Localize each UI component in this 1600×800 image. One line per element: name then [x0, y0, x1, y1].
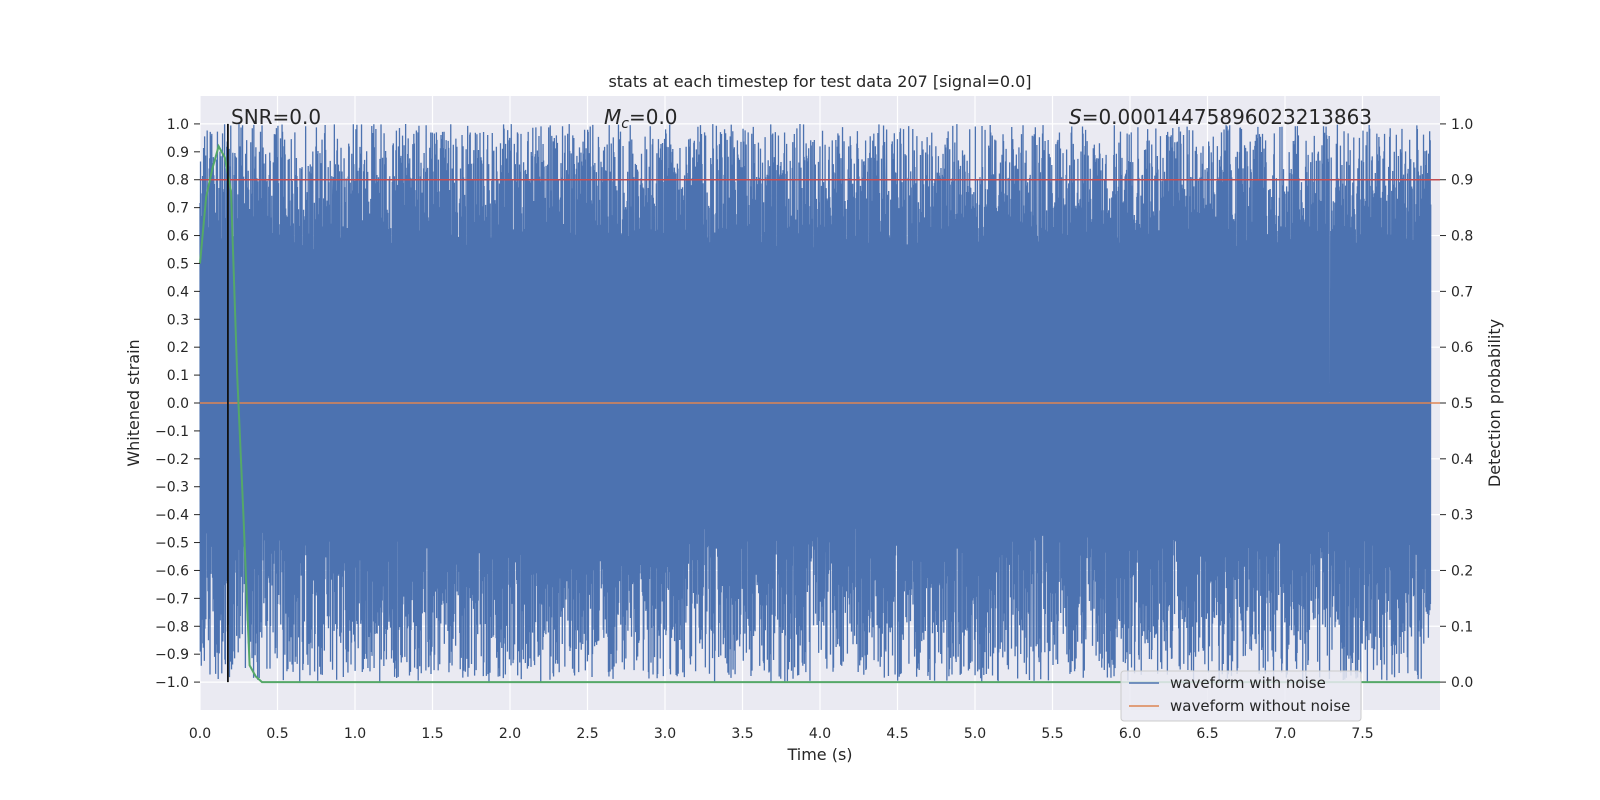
- y-left-tick-label: 0.2: [167, 340, 189, 356]
- s-symbol: S: [1069, 105, 1082, 129]
- y-left-tick-label: −0.2: [155, 452, 189, 468]
- y-right-tick-label: 0.5: [1451, 396, 1473, 412]
- y-right-tick-label: 0.2: [1451, 563, 1473, 579]
- y-right-tick-label: 0.9: [1451, 173, 1473, 189]
- y-left-tick-label: −0.4: [155, 508, 189, 524]
- y-left-tick-label: 0.8: [167, 173, 189, 189]
- detection-probability-line: [199, 143, 1440, 684]
- y-left-tick-label: −0.9: [155, 647, 189, 663]
- legend: waveform with noise waveform without noi…: [1120, 670, 1362, 722]
- mc-value: =0.0: [629, 105, 678, 129]
- y-right-tick-label: 0.6: [1451, 340, 1473, 356]
- y-right-tick-label: 0.7: [1451, 284, 1473, 300]
- y-right-tick-label: 1.0: [1451, 117, 1473, 133]
- y-left-tick-label: 0.5: [167, 256, 189, 272]
- x-tick-labels: 0.0 0.5 1.0 1.5 2.0 2.5 3.0 3.5 4.0 4.5 5.0 5.5 6.0 6…: [189, 726, 1374, 742]
- x-tick-label: 7.5: [1351, 726, 1373, 742]
- x-tick-label: 1.5: [421, 726, 443, 742]
- y-left-tick-label: −0.5: [155, 536, 189, 552]
- y-right-tick-label: 0.0: [1451, 675, 1473, 691]
- y-left-tick-label: 0.3: [167, 312, 189, 328]
- y-left-tick-label: −1.0: [155, 675, 189, 691]
- mc-symbol: M: [604, 105, 621, 129]
- y-left-tick-label: 0.7: [167, 201, 189, 217]
- y-left-tick-label: 0.1: [167, 368, 189, 384]
- y-left-tick-label: −0.7: [155, 591, 189, 607]
- x-tick-label: 6.5: [1196, 726, 1218, 742]
- x-tick-label: 7.0: [1274, 726, 1296, 742]
- y-left-tick-labels: 1.0 0.9 0.8 0.7 0.6 0.5 0.4 0.3 0.2 0.1 0.0 −0.1 −0.…: [155, 117, 200, 691]
- x-tick-label: 0.5: [266, 726, 288, 742]
- x-tick-label: 2.5: [576, 726, 598, 742]
- y-left-tick-label: −0.1: [155, 424, 189, 440]
- mc-annotation: Mc=0.0: [604, 105, 678, 132]
- y-left-tick-label: 0.0: [167, 396, 189, 412]
- series-waveform-with-noise: [199, 123, 1432, 682]
- x-tick-label: 4.0: [809, 726, 831, 742]
- s-value: =0.00014475896023213863: [1082, 105, 1372, 129]
- x-tick-label: 5.5: [1041, 726, 1063, 742]
- y-right-tick-labels: 1.0 0.9 0.8 0.7 0.6 0.5 0.4 0.3 0.2 0.1 0.0: [1440, 117, 1473, 691]
- y-left-tick-label: −0.6: [155, 563, 189, 579]
- x-tick-label: 1.0: [344, 726, 366, 742]
- legend-label-clean: waveform without noise: [1170, 697, 1350, 715]
- x-tick-label: 6.0: [1119, 726, 1141, 742]
- y-left-tick-label: −0.3: [155, 480, 189, 496]
- y-right-tick-label: 0.1: [1451, 619, 1473, 635]
- x-tick-label: 3.5: [731, 726, 753, 742]
- snr-annotation: SNR=0.0: [231, 105, 321, 129]
- y-left-tick-label: 0.4: [167, 284, 189, 300]
- waveform-with-noise-line: [199, 123, 1432, 682]
- x-tick-label: 4.5: [886, 726, 908, 742]
- mc-subscript: c: [621, 116, 629, 132]
- y-axis-label-right: Detection probability: [1485, 319, 1504, 487]
- chart-title: stats at each timestep for test data 207…: [608, 72, 1031, 91]
- y-right-tick-label: 0.4: [1451, 452, 1473, 468]
- y-left-tick-label: 1.0: [167, 117, 189, 133]
- x-tick-label: 2.0: [499, 726, 521, 742]
- x-tick-label: 0.0: [189, 726, 211, 742]
- x-tick-label: 3.0: [654, 726, 676, 742]
- legend-label-noise: waveform with noise: [1170, 674, 1326, 692]
- y-right-tick-label: 0.8: [1451, 229, 1473, 245]
- s-annotation: S=0.00014475896023213863: [1069, 105, 1372, 129]
- y-left-tick-label: 0.9: [167, 145, 189, 161]
- y-right-tick-label: 0.3: [1451, 508, 1473, 524]
- y-axis-label-left: Whitened strain: [124, 339, 143, 466]
- legend-box: [1120, 670, 1362, 722]
- x-axis-label: Time (s): [786, 745, 852, 764]
- y-left-tick-label: 0.6: [167, 229, 189, 245]
- y-left-tick-label: −0.8: [155, 619, 189, 635]
- series-lines: [199, 123, 1440, 684]
- x-tick-label: 5.0: [964, 726, 986, 742]
